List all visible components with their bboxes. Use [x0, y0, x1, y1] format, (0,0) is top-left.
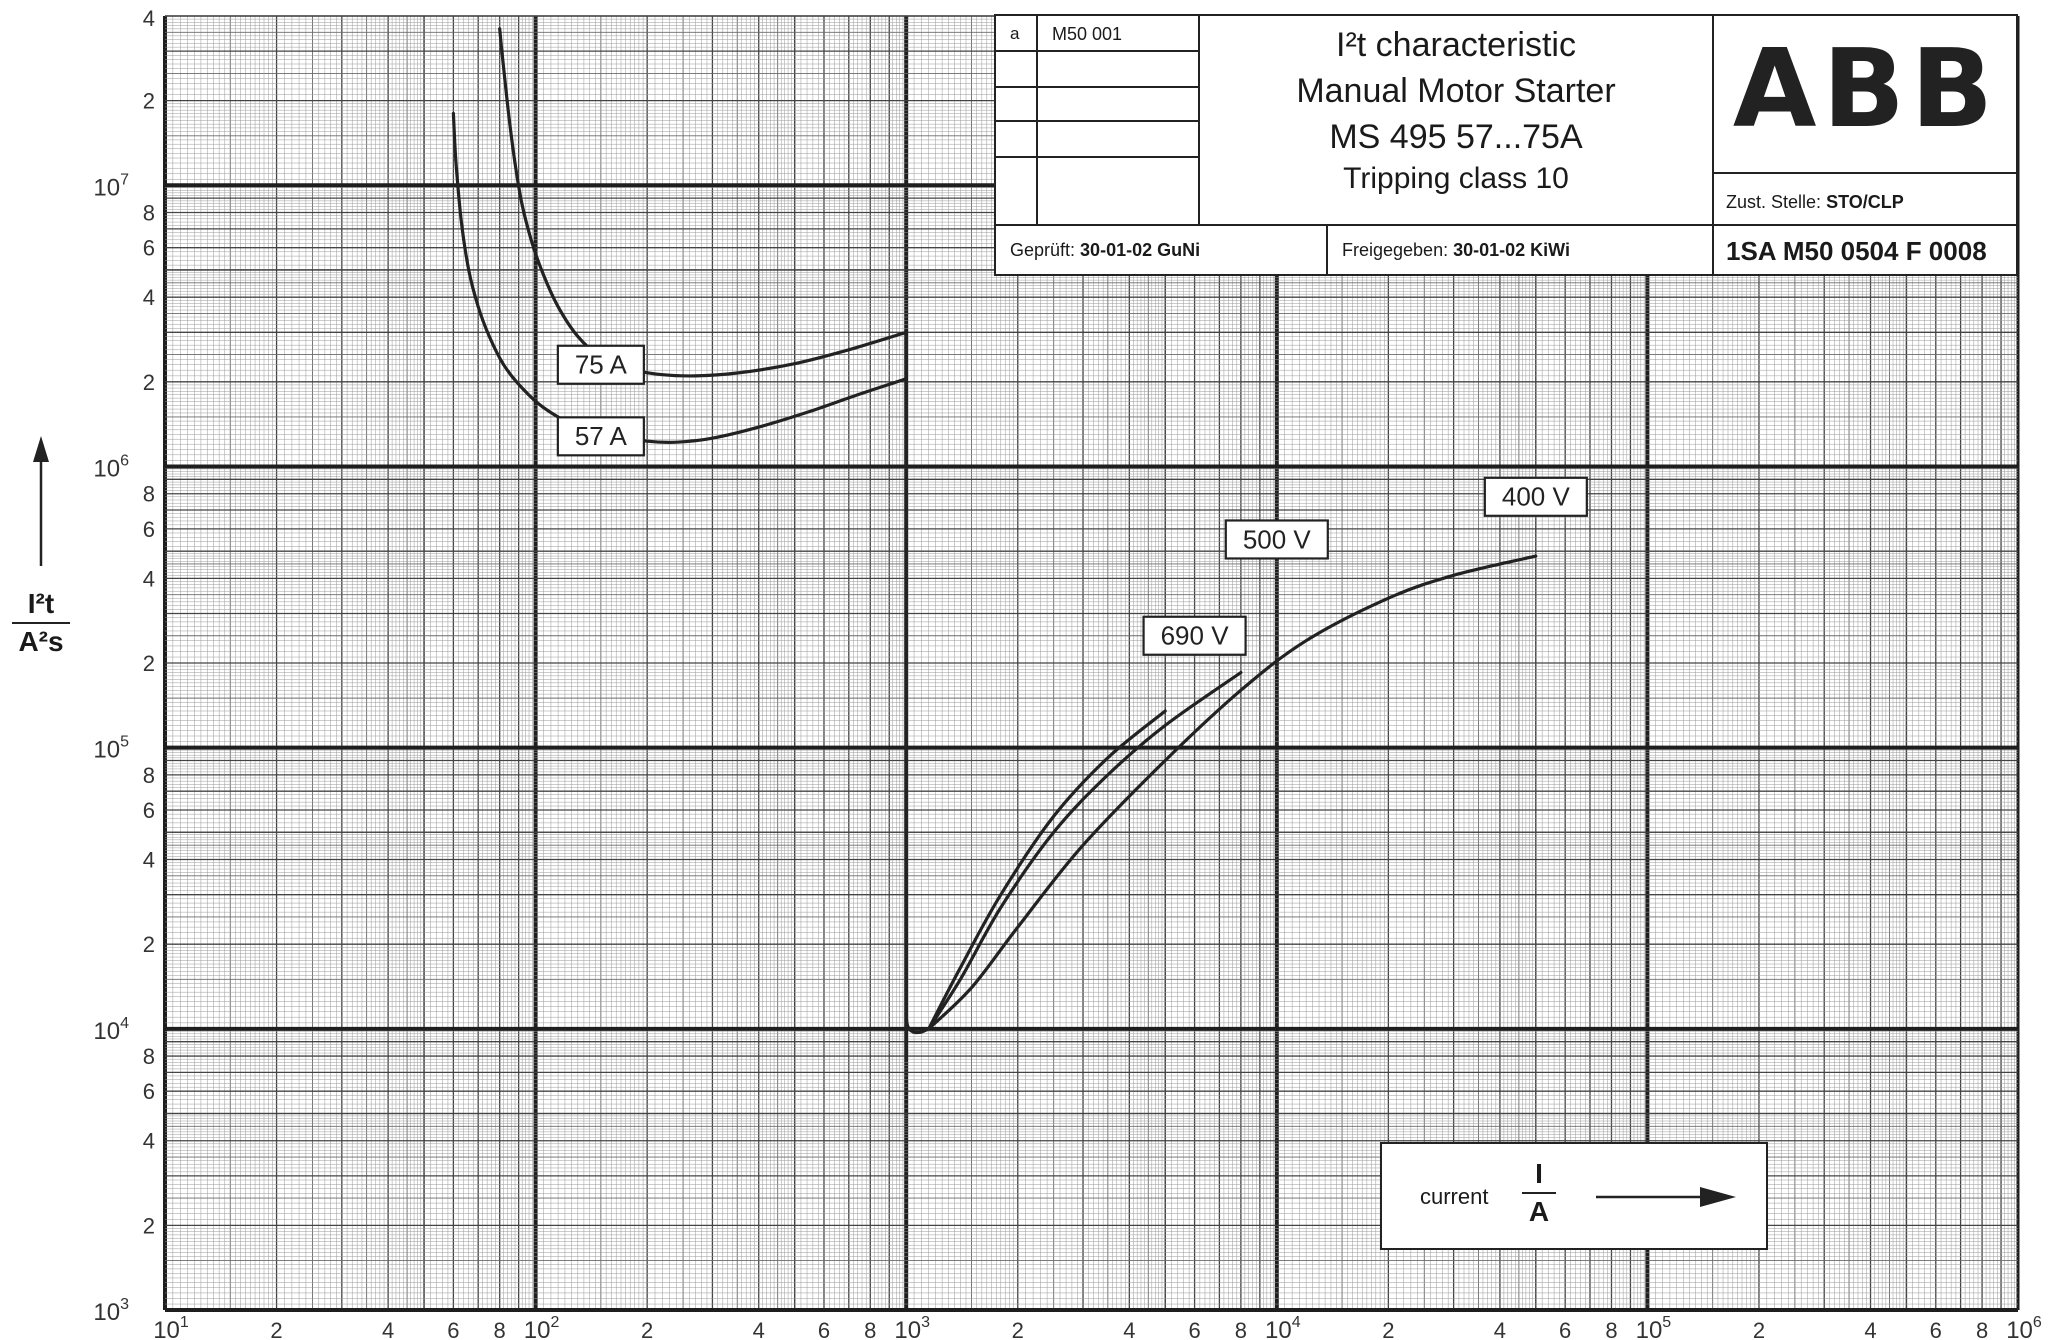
checked-label: Geprüft:: [1010, 240, 1076, 260]
y-axis-title: I²t A²s: [8, 588, 74, 658]
x-tick-label-minor: 4: [382, 1318, 394, 1340]
x-tick-label-minor: 8: [1605, 1318, 1617, 1340]
x-axis-title-numerator: I: [1535, 1158, 1543, 1189]
x-tick-label-minor: 6: [818, 1318, 830, 1340]
released-label: Freigegeben:: [1342, 240, 1449, 260]
y-tick-label-minor: 2: [143, 89, 155, 114]
x-tick-label-minor: 4: [1864, 1318, 1876, 1340]
y-tick-label-major: 105: [93, 734, 129, 764]
chart-title: I²t characteristic Manual Motor Starter …: [1200, 22, 1712, 196]
y-tick-label-minor: 2: [143, 932, 155, 957]
x-tick-label-minor: 8: [1976, 1318, 1988, 1340]
checked-value: 30-01-02 GuNi: [1080, 240, 1201, 260]
x-tick-label-minor: 6: [1559, 1318, 1571, 1340]
x-tick-label-minor: 2: [641, 1318, 653, 1340]
series-line-500-v: [927, 670, 1243, 1031]
y-tick-label-minor: 8: [143, 201, 155, 226]
x-tick-label-minor: 8: [494, 1318, 506, 1340]
y-tick-label-minor: 2: [143, 370, 155, 395]
abb-logo: ABB: [1732, 27, 2000, 152]
title-block: a M50 001 I²t characteristic Manual Moto…: [994, 14, 2018, 276]
checked-field: Geprüft: 30-01-02 GuNi: [1010, 240, 1200, 261]
x-tick-label-major: 101: [153, 1314, 189, 1340]
y-axis-arrow-icon: [33, 436, 49, 566]
series-label-400-v: 400 V: [1483, 476, 1588, 517]
svg-text:75 A: 75 A: [575, 350, 628, 380]
y-tick-label-major: 107: [93, 171, 129, 201]
responsible-field: Zust. Stelle: STO/CLP: [1726, 192, 1904, 213]
series-curves: [451, 27, 1538, 1062]
svg-text:500 V: 500 V: [1243, 524, 1312, 554]
x-tick-label-minor: 8: [1235, 1318, 1247, 1340]
x-tick-label-minor: 4: [753, 1318, 765, 1340]
x-tick-label-minor: 2: [270, 1318, 282, 1340]
series-line-400-v: [927, 554, 1538, 1031]
y-tick-label-minor: 6: [143, 517, 155, 542]
y-tick-label-minor: 2: [143, 651, 155, 676]
series-label-57-a: 57 A: [556, 416, 645, 457]
series-line-tripping-characteristic: [904, 330, 931, 1062]
x-tick-label-major: 105: [1636, 1314, 1672, 1340]
series-label-500-v: 500 V: [1224, 519, 1329, 560]
series-label-75-a: 75 A: [556, 344, 645, 385]
series-label-690-v: 690 V: [1142, 615, 1247, 656]
x-tick-label-minor: 4: [1494, 1318, 1506, 1340]
x-tick-label-major: 106: [2006, 1314, 2042, 1340]
document-number: 1SA M50 0504 F 0008: [1726, 236, 1987, 266]
series-callouts: 75 A 57 A 690 V 500 V 400 V: [556, 344, 1588, 656]
responsible-value: STO/CLP: [1826, 192, 1904, 212]
x-tick-label-minor: 6: [1930, 1318, 1942, 1340]
y-tick-label-major: 104: [93, 1015, 129, 1045]
x-tick-label-major: 102: [524, 1314, 560, 1340]
x-tick-label-minor: 6: [1188, 1318, 1200, 1340]
x-axis-title-denominator: A: [1528, 1196, 1550, 1227]
svg-text:400 V: 400 V: [1502, 482, 1571, 512]
x-tick-label-major: 104: [1265, 1314, 1301, 1340]
x-tick-label-minor: 6: [447, 1318, 459, 1340]
y-tick-label-minor: 6: [143, 236, 155, 261]
x-tick-label-minor: 2: [1382, 1318, 1394, 1340]
released-field: Freigegeben: 30-01-02 KiWi: [1342, 240, 1570, 261]
y-tick-label-minor: 2: [143, 1213, 155, 1238]
y-tick-label-minor: 4: [143, 1129, 155, 1154]
series-line-690-v: [927, 709, 1167, 1031]
y-tick-label-minor: 6: [143, 798, 155, 823]
revision-code: M50 001: [1052, 24, 1123, 44]
y-tick-label-minor: 4: [143, 285, 155, 310]
x-tick-label-minor: 2: [1012, 1318, 1024, 1340]
responsible-label: Zust. Stelle:: [1726, 192, 1822, 212]
y-axis-title-denominator: A²s: [18, 626, 64, 657]
x-tick-label-minor: 4: [1123, 1318, 1135, 1340]
y-tick-label-minor: 6: [143, 1079, 155, 1104]
x-axis-arrow-icon: [1596, 1187, 1736, 1207]
x-axis-title-label: current: [1420, 1184, 1489, 1209]
x-tick-label-minor: 8: [864, 1318, 876, 1340]
y-tick-label-major: 106: [93, 452, 129, 482]
y-tick-label-minor: 4: [143, 848, 155, 873]
series-line-57-a: [451, 111, 908, 445]
y-axis-title-numerator: I²t: [27, 588, 55, 619]
tick-labels: 101 102 103 104 105 106 2 4 6 8 2 4 6 8 2 4 6 8 2 4 6 8 2 4 6 8 10…: [93, 6, 2042, 1340]
y-tick-label-minor: 4: [143, 566, 155, 591]
y-tick-label-major: 103: [93, 1296, 129, 1326]
x-tick-label-major: 103: [894, 1314, 930, 1340]
title-line2: Manual Motor Starter: [1296, 72, 1616, 110]
y-tick-label-minor: 8: [143, 482, 155, 507]
x-axis-title-box: current I A: [1380, 1142, 1768, 1250]
svg-text:57 A: 57 A: [575, 421, 628, 451]
y-tick-label-minor: 8: [143, 763, 155, 788]
title-line1: I²t characteristic: [1336, 26, 1576, 64]
series-line-75-a: [498, 27, 908, 378]
title-line4: Tripping class 10: [1343, 162, 1569, 195]
y-tick-label-minor: 4: [143, 6, 155, 31]
title-line3: MS 495 57...75A: [1329, 118, 1583, 156]
released-value: 30-01-02 KiWi: [1453, 240, 1570, 260]
revision-letter: a: [1010, 24, 1020, 43]
x-axis-title-fraction: I A: [1522, 1158, 1556, 1228]
x-tick-label-minor: 2: [1753, 1318, 1765, 1340]
svg-text:690 V: 690 V: [1161, 621, 1230, 651]
y-tick-label-minor: 8: [143, 1044, 155, 1069]
